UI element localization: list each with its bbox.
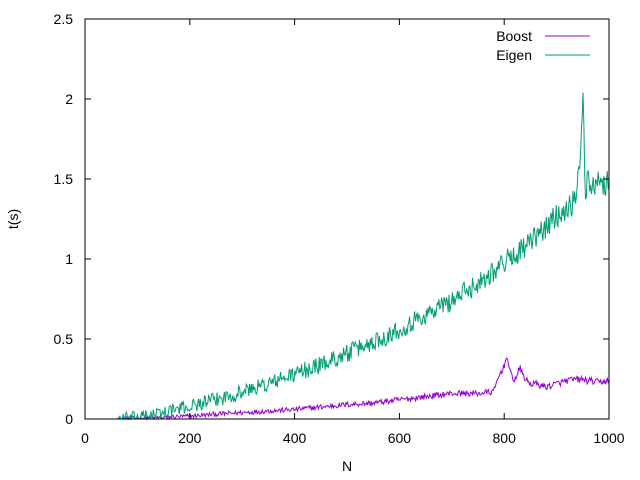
x-tick-label: 400: [283, 430, 307, 446]
y-tick-label: 2.5: [54, 11, 74, 27]
legend-label: Boost: [496, 28, 532, 44]
x-tick-label: 800: [493, 430, 517, 446]
y-tick-label: 2: [65, 91, 73, 107]
y-tick-label: 0: [65, 411, 73, 427]
x-tick-label: 200: [178, 430, 202, 446]
x-tick-label: 600: [388, 430, 412, 446]
x-axis-label: N: [342, 458, 352, 474]
plot-area: [116, 92, 610, 421]
legend: Boost Eigen: [496, 28, 590, 63]
y-tick-label: 1: [65, 251, 73, 267]
plot-frame: [84, 18, 610, 420]
x-tick-label: 1000: [593, 430, 624, 446]
series-line-boost: [116, 357, 610, 421]
series-line-eigen: [116, 92, 610, 421]
y-axis: 0 0.5 1 1.5 2 2.5: [54, 11, 609, 427]
y-tick-label: 1.5: [54, 171, 74, 187]
y-tick-label: 0.5: [54, 331, 74, 347]
x-tick-label: 0: [81, 430, 89, 446]
legend-label: Eigen: [496, 47, 532, 63]
x-axis: 0 200 400 600 800 1000: [81, 19, 625, 446]
y-axis-label: t(s): [5, 209, 21, 229]
